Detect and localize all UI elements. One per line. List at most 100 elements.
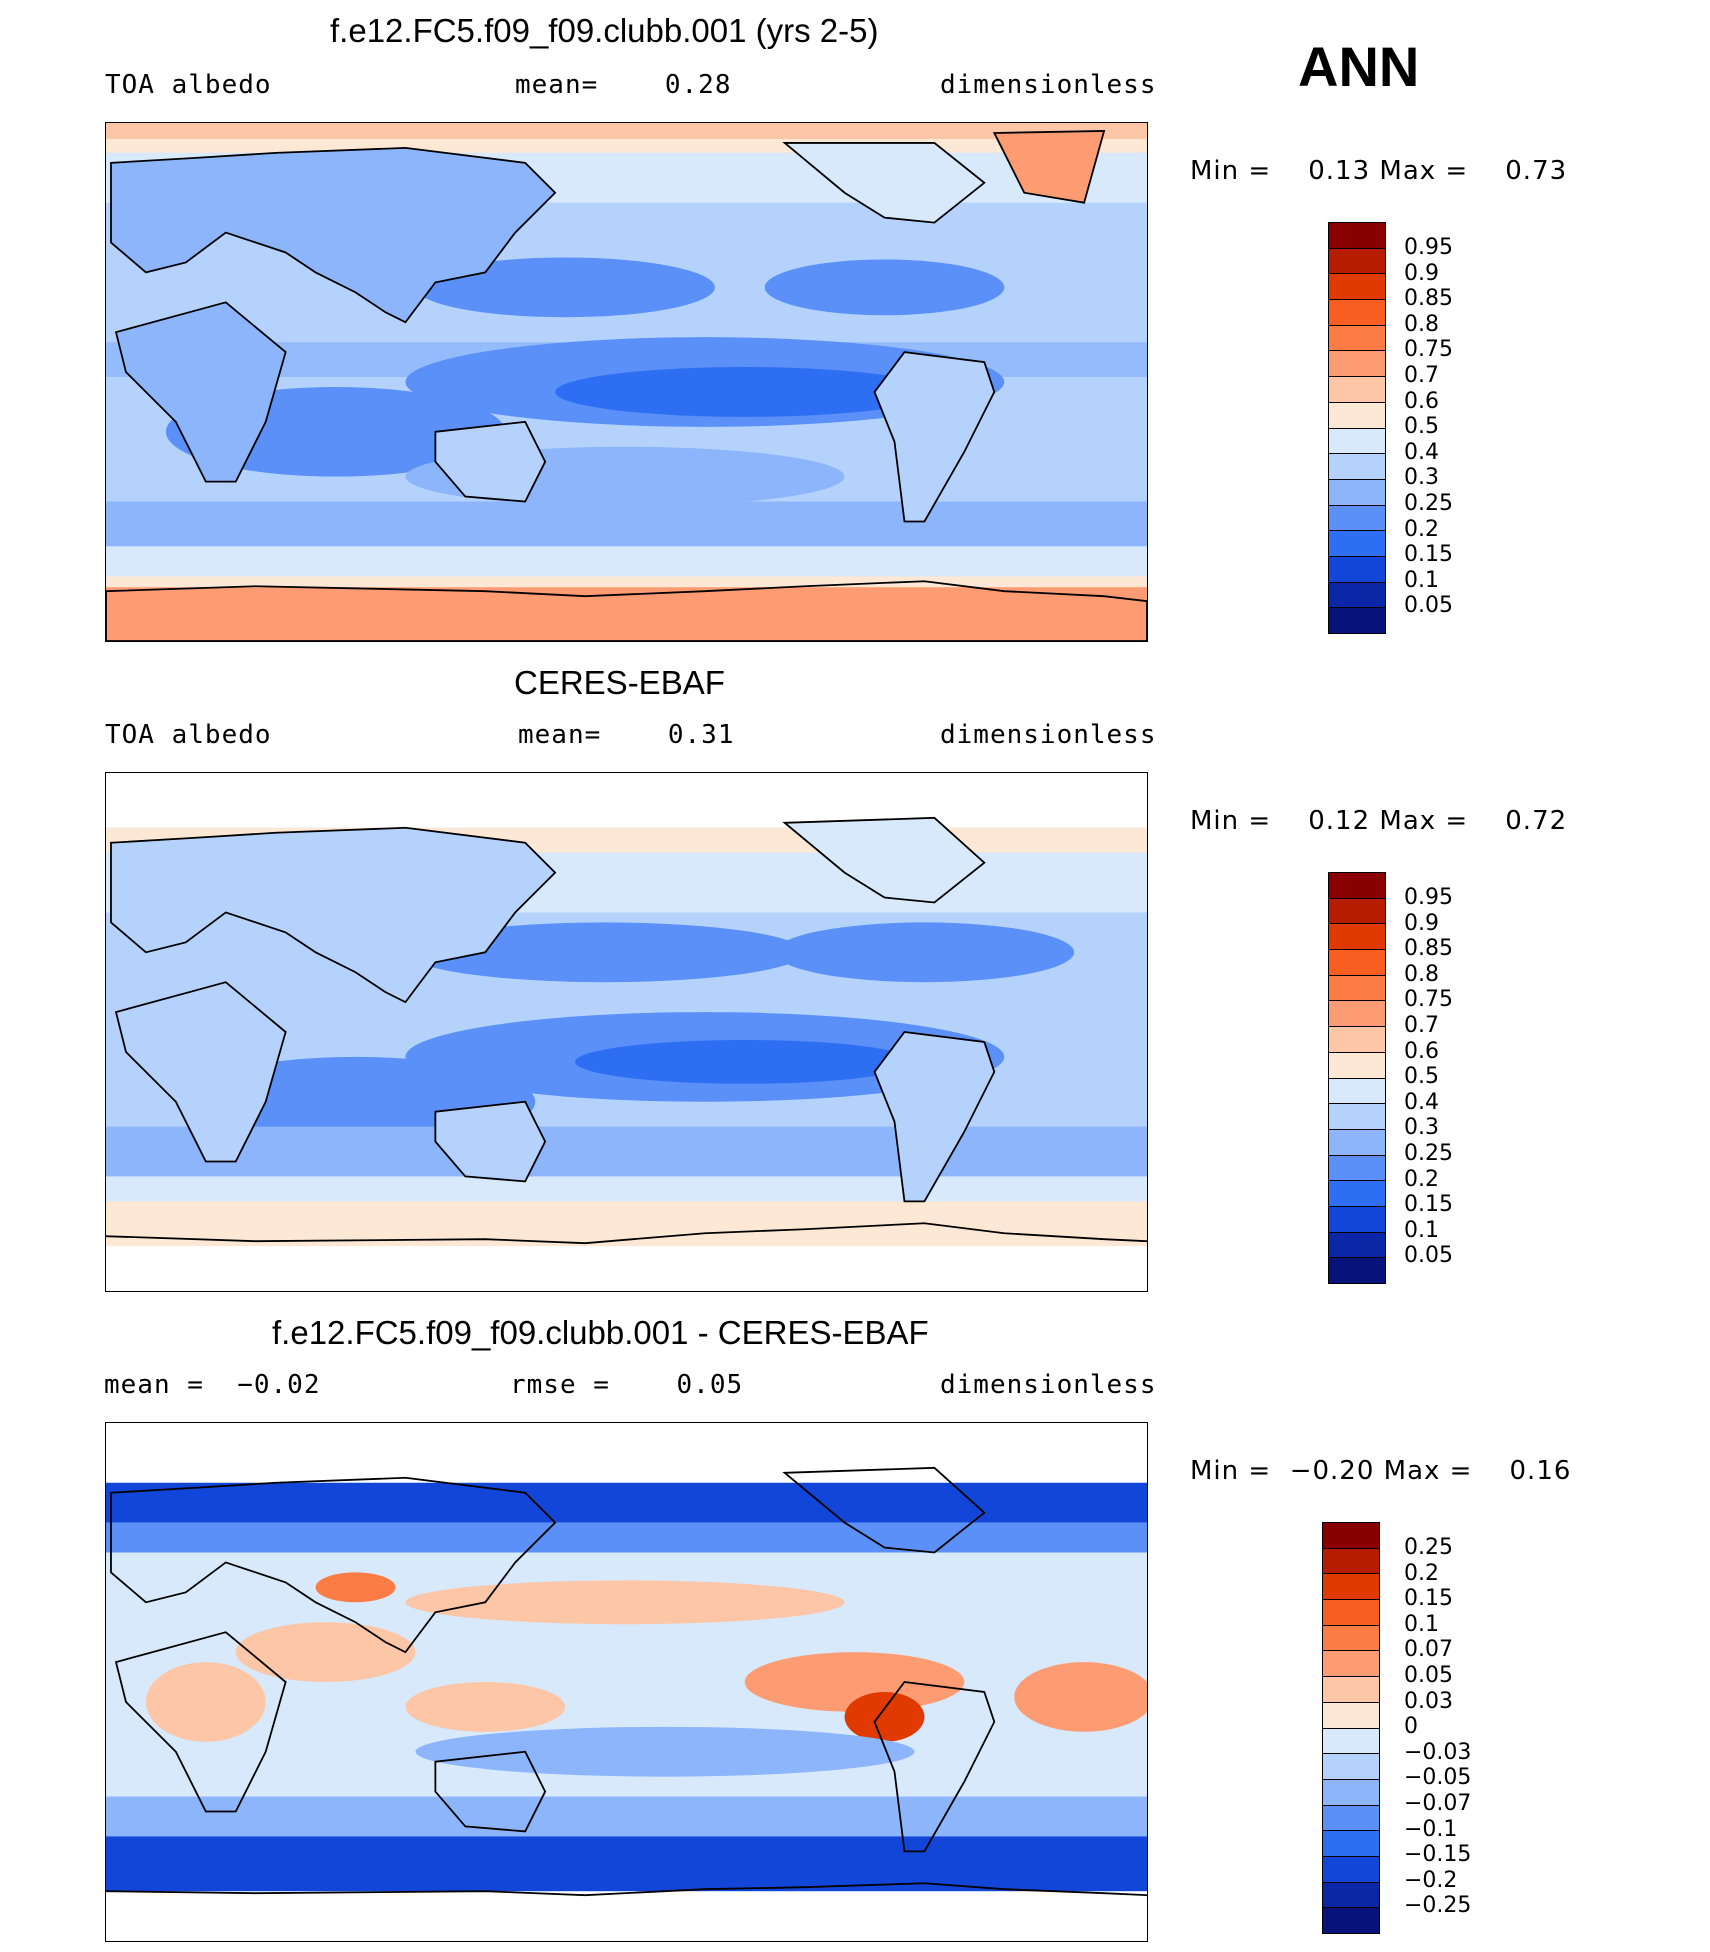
- colorbar-tick-label: 0.05: [1404, 1662, 1453, 1688]
- colorbar-swatch: [1329, 453, 1385, 479]
- colorbar-swatch: [1329, 1231, 1385, 1258]
- colorbar-tick-label: 0.15: [1404, 542, 1453, 568]
- colorbar-tick-label: 0.05: [1404, 593, 1453, 619]
- colorbar-swatch: [1323, 1778, 1379, 1805]
- colorbar-tick-label: −0.2: [1404, 1867, 1458, 1893]
- colorbar-swatch: [1329, 350, 1385, 377]
- colorbar-swatch: [1329, 1077, 1385, 1104]
- colorbar-swatch: [1323, 1907, 1379, 1933]
- colorbar-tick-label: −0.07: [1404, 1790, 1472, 1816]
- colorbar-swatch: [1329, 376, 1385, 402]
- colorbar-tick-label: 0.8: [1404, 311, 1439, 337]
- colorbar-swatch: [1329, 530, 1385, 556]
- colorbar-swatch: [1329, 873, 1385, 898]
- colorbar-swatch: [1323, 1676, 1379, 1702]
- colorbar-tick-label: 0.2: [1404, 1166, 1439, 1192]
- colorbar-swatch: [1329, 974, 1385, 1001]
- colorbar-swatch: [1329, 897, 1385, 924]
- colorbar-tick-label: 0: [1404, 1714, 1418, 1740]
- colorbar-swatch: [1329, 607, 1385, 633]
- panel-2-min-max: Min = 0.12 Max = 0.72: [1190, 806, 1568, 836]
- colorbar-tick-label: −0.15: [1404, 1842, 1472, 1868]
- colorbar-tick-label: 0.1: [1404, 1217, 1439, 1243]
- colorbar-swatch: [1329, 1051, 1385, 1078]
- panel-2-map-svg: [106, 773, 1147, 1291]
- colorbar-swatch: [1323, 1701, 1379, 1728]
- colorbar-tick-label: 0.2: [1404, 1560, 1439, 1586]
- colorbar-swatch: [1323, 1855, 1379, 1882]
- colorbar-swatch: [1323, 1624, 1379, 1651]
- colorbar-tick-label: −0.25: [1404, 1893, 1472, 1919]
- colorbar-tick-label: 0.9: [1404, 910, 1439, 936]
- panel-3-map-svg: [106, 1423, 1147, 1941]
- panel-1-colorbar: [1328, 222, 1386, 634]
- colorbar-tick-label: 0.95: [1404, 885, 1453, 910]
- panel-2-colorbar: [1328, 872, 1386, 1284]
- panel-1-mean-label: mean= 0.28: [515, 70, 732, 100]
- colorbar-tick-label: 0.85: [1404, 936, 1453, 962]
- colorbar-swatch: [1323, 1599, 1379, 1625]
- colorbar-swatch: [1323, 1727, 1379, 1754]
- panel-3-title: f.e12.FC5.f09_f09.clubb.001 - CERES-EBAF: [272, 1314, 929, 1351]
- colorbar-tick-label: −0.05: [1404, 1765, 1472, 1791]
- colorbar-swatch: [1323, 1650, 1379, 1677]
- colorbar-swatch: [1329, 1128, 1385, 1155]
- colorbar-swatch: [1323, 1573, 1379, 1600]
- colorbar-tick-label: 0.7: [1404, 1012, 1439, 1038]
- colorbar-tick-label: 0.4: [1404, 1089, 1439, 1115]
- colorbar-tick-label: 0.6: [1404, 1038, 1439, 1064]
- colorbar-tick-label: 0.95: [1404, 235, 1453, 260]
- colorbar-tick-label: 0.8: [1404, 961, 1439, 987]
- colorbar-swatch: [1329, 401, 1385, 428]
- colorbar-tick-label: 0.6: [1404, 388, 1439, 414]
- colorbar-tick-label: 0.15: [1404, 1192, 1453, 1218]
- colorbar-swatch: [1323, 1804, 1379, 1831]
- colorbar-tick-label: 0.2: [1404, 516, 1439, 542]
- panel-1-title: f.e12.FC5.f09_f09.clubb.001 (yrs 2-5): [330, 12, 879, 49]
- colorbar-swatch: [1329, 949, 1385, 975]
- colorbar-swatch: [1329, 1000, 1385, 1027]
- colorbar-tick-label: 0.25: [1404, 490, 1453, 516]
- panel-3-colorbar: [1322, 1522, 1380, 1934]
- colorbar-tick-label: 0.5: [1404, 414, 1439, 440]
- colorbar-tick-label: 0.15: [1404, 1586, 1453, 1612]
- colorbar-swatch: [1329, 555, 1385, 582]
- colorbar-swatch: [1329, 273, 1385, 300]
- panel-1-variable-label: TOA albedo: [105, 70, 272, 100]
- colorbar-swatch: [1323, 1523, 1379, 1548]
- colorbar-swatch: [1329, 1154, 1385, 1181]
- panel-1-map: [105, 122, 1148, 642]
- colorbar-swatch: [1323, 1881, 1379, 1908]
- colorbar-swatch: [1329, 581, 1385, 608]
- colorbar-swatch: [1329, 1257, 1385, 1283]
- colorbar-swatch: [1329, 923, 1385, 950]
- colorbar-swatch: [1323, 1753, 1379, 1779]
- season-label: ANN: [1298, 35, 1420, 98]
- panel-2-colorbar-labels: 0.95 0.9 0.85 0.8 0.75 0.7 0.6 0.5 0.4 0.3 0.25 0.2…: [1404, 885, 1453, 1269]
- colorbar-tick-label: −0.1: [1404, 1816, 1458, 1842]
- colorbar-tick-label: 0.9: [1404, 260, 1439, 286]
- panel-1-map-svg: [106, 123, 1147, 641]
- colorbar-tick-label: −0.03: [1404, 1739, 1472, 1765]
- colorbar-swatch: [1329, 1180, 1385, 1206]
- colorbar-tick-label: 0.1: [1404, 567, 1439, 593]
- colorbar-swatch: [1329, 324, 1385, 351]
- colorbar-tick-label: 0.5: [1404, 1064, 1439, 1090]
- colorbar-swatch: [1329, 427, 1385, 454]
- colorbar-tick-label: 0.25: [1404, 1140, 1453, 1166]
- colorbar-swatch: [1329, 478, 1385, 505]
- colorbar-tick-label: 0.85: [1404, 286, 1453, 312]
- colorbar-tick-label: 0.75: [1404, 337, 1453, 363]
- colorbar-tick-label: 0.3: [1404, 1115, 1439, 1141]
- colorbar-swatch: [1329, 1103, 1385, 1129]
- panel-2-units-label: dimensionless: [940, 720, 1157, 750]
- panel-3-rmse-label: rmse = 0.05: [510, 1370, 744, 1400]
- panel-2-variable-label: TOA albedo: [105, 720, 272, 750]
- panel-1-min-max: Min = 0.13 Max = 0.73: [1190, 156, 1568, 186]
- colorbar-tick-label: 0.05: [1404, 1243, 1453, 1269]
- panel-2-title: CERES-EBAF: [514, 664, 725, 701]
- panel-1-colorbar-labels: 0.95 0.9 0.85 0.8 0.75 0.7 0.6 0.5 0.4 0.3 0.25 0.2…: [1404, 235, 1453, 619]
- colorbar-tick-label: 0.4: [1404, 439, 1439, 465]
- colorbar-tick-label: 0.75: [1404, 987, 1453, 1013]
- colorbar-tick-label: 0.25: [1404, 1535, 1453, 1560]
